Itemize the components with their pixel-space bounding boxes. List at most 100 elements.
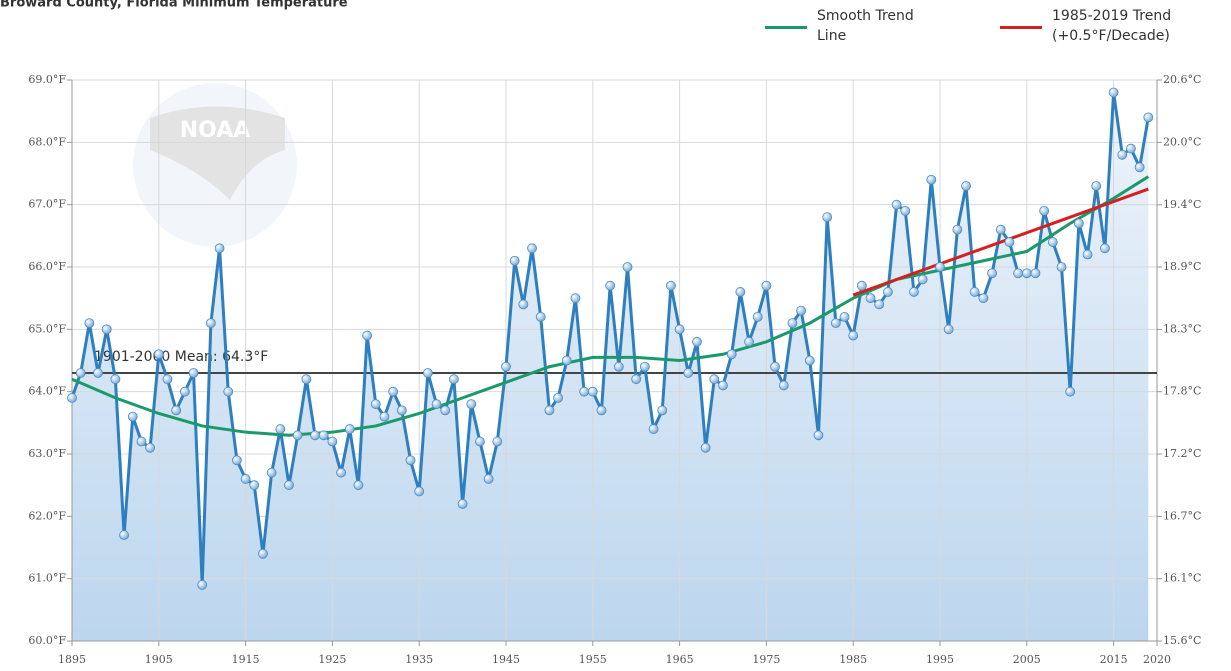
data-point [1091, 181, 1102, 191]
data-point [830, 318, 841, 329]
data-point [466, 399, 477, 410]
data-point [761, 280, 772, 291]
data-point [240, 474, 251, 484]
data-point [457, 498, 468, 509]
data-point [1082, 249, 1093, 260]
data-point [205, 318, 216, 329]
data-point [561, 355, 572, 366]
data-point [874, 299, 885, 310]
data-point [119, 530, 129, 540]
data-point [1021, 268, 1032, 279]
y-tick-label: 68.0°F [28, 135, 66, 148]
data-point [570, 293, 581, 304]
data-point [422, 368, 433, 378]
data-point [666, 280, 676, 291]
area-fill [72, 92, 1149, 641]
x-tick-label: 1965 [666, 653, 694, 666]
data-point [535, 311, 546, 322]
data-point [275, 424, 286, 434]
data-point [639, 361, 650, 372]
y-tick-label: 66.0°F [28, 260, 66, 273]
data-point [301, 374, 312, 385]
x-tick-label: 2005 [1013, 653, 1041, 666]
data-point [605, 280, 616, 291]
data-point [344, 424, 355, 434]
noaa-logo: NOAA [133, 83, 297, 247]
y2-tick-label: 15.6°C [1163, 634, 1201, 647]
y2-tick-label: 17.2°C [1163, 447, 1201, 460]
data-point [101, 324, 112, 335]
data-point [1134, 162, 1145, 173]
mean-label: 1901-2000 Mean: 64.3°F [94, 349, 268, 365]
data-point [223, 386, 234, 397]
data-point [1117, 149, 1128, 160]
x-tick-label: 1905 [145, 653, 173, 666]
data-point [674, 324, 685, 335]
y-tick-label: 64.0°F [28, 385, 66, 398]
x-tick-label: 1925 [318, 653, 346, 666]
data-point [258, 548, 268, 559]
data-point [1126, 143, 1136, 154]
data-point [1100, 243, 1110, 254]
data-point [327, 436, 338, 447]
data-point [292, 430, 303, 441]
data-point [553, 392, 563, 403]
data-point [683, 368, 694, 378]
data-point [544, 405, 555, 416]
data-point [700, 442, 711, 453]
data-point [266, 467, 277, 478]
data-point [709, 374, 720, 385]
data-point [1004, 237, 1015, 247]
x-tick-label: 1955 [579, 653, 607, 666]
x-tick-label: 1895 [58, 653, 86, 666]
x-tick-label: 1995 [926, 653, 954, 666]
data-point [483, 474, 494, 484]
data-point [197, 580, 208, 590]
data-point [336, 467, 346, 478]
data-point [153, 349, 164, 360]
data-point [414, 486, 425, 497]
x-tick-label: 1975 [752, 653, 780, 666]
data-point [310, 430, 320, 441]
data-point [726, 349, 737, 360]
data-point [1039, 205, 1050, 216]
data-point [162, 374, 173, 385]
data-point [579, 386, 590, 397]
data-point [961, 181, 971, 191]
data-point [909, 287, 919, 297]
x-tick-label: 1915 [232, 653, 260, 666]
data-point [214, 243, 225, 254]
y-tick-label: 63.0°F [28, 447, 66, 460]
data-point [1143, 112, 1154, 123]
chart-title: Broward County, Florida Minimum Temperat… [0, 0, 348, 11]
data-point [145, 442, 156, 453]
data-point [848, 330, 859, 341]
data-point [179, 386, 190, 397]
data-point [822, 212, 833, 223]
data-point [396, 405, 407, 416]
data-point [1047, 237, 1058, 247]
data-point [865, 293, 876, 304]
legend-label: Smooth Trend Line [817, 8, 914, 44]
trend-line [71, 175, 1150, 437]
data-point [752, 311, 763, 322]
y-tick-label: 65.0°F [28, 322, 66, 335]
y-tick-label: 61.0°F [28, 572, 66, 585]
x-tick-label: 1985 [839, 653, 867, 666]
x-tick-label: 1945 [492, 653, 520, 666]
data-point [1073, 218, 1084, 229]
data-point [631, 374, 642, 385]
data-point [969, 287, 980, 297]
data-point [587, 386, 598, 397]
data-point [718, 380, 728, 391]
y2-tick-label: 16.7°C [1163, 509, 1201, 522]
data-point [509, 255, 520, 266]
data-point [926, 174, 937, 185]
data-point [596, 405, 607, 416]
data-point [648, 424, 659, 434]
logo-text: NOAA [180, 118, 251, 143]
data-point [622, 262, 633, 272]
data-point [75, 368, 86, 378]
data-point [518, 299, 529, 310]
data-point [735, 287, 746, 297]
